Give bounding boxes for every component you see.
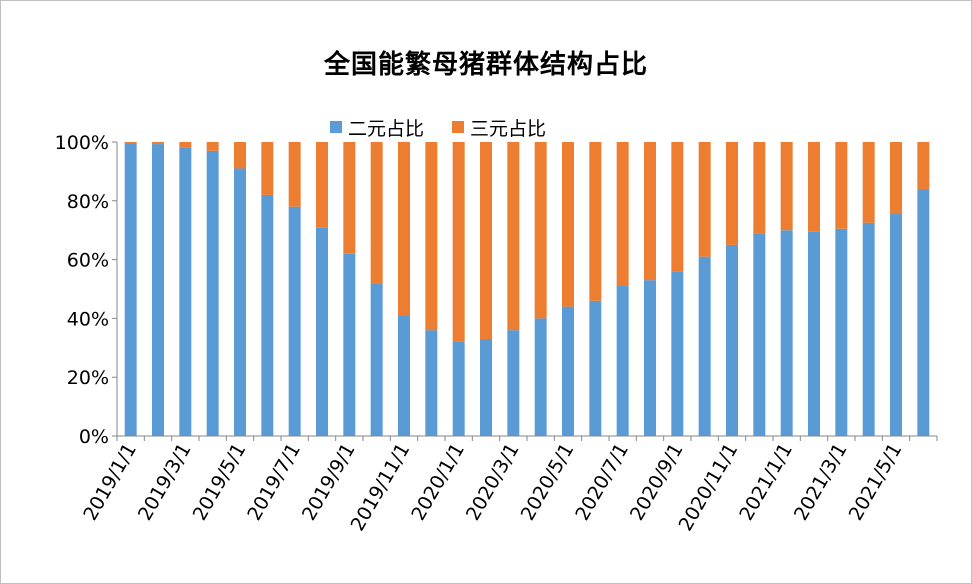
y-tick-label: 0%: [79, 426, 109, 448]
bar-series-1: [562, 306, 574, 436]
bar-series-2: [835, 142, 848, 229]
bar-series-1: [234, 168, 246, 436]
bar-series-2: [480, 142, 492, 339]
bar-series-1: [671, 271, 684, 436]
x-tick-label: 2020/9/1: [626, 440, 688, 525]
bar-series-1: [917, 189, 930, 436]
legend-label-series-1: 二元占比: [348, 117, 425, 140]
bar-series-2: [890, 142, 902, 215]
bar-series-2: [288, 142, 301, 207]
bar-series-2: [398, 142, 410, 316]
x-tick-label: 2021/5/1: [845, 440, 907, 525]
bar-series-1: [644, 280, 656, 436]
bar-series-2: [862, 142, 875, 223]
bar-series-1: [370, 283, 383, 436]
bar-series-2: [316, 142, 328, 228]
y-tick-label: 20%: [67, 367, 109, 389]
bar-series-2: [616, 142, 629, 287]
y-tick-label: 60%: [67, 250, 109, 272]
y-tick-label: 100%: [55, 132, 109, 154]
bar-series-1: [288, 206, 301, 436]
chart-title: 全国能繁母猪群体结构占比: [323, 50, 648, 80]
bar-series-1: [698, 256, 711, 436]
bar-series-2: [452, 142, 465, 342]
bar-series-1: [398, 315, 410, 436]
bar-series-2: [917, 142, 930, 190]
x-tick-label: 2021/1/1: [735, 440, 797, 525]
bar-series-1: [890, 214, 902, 436]
bar-series-1: [124, 143, 137, 436]
bar-series-2: [726, 142, 738, 245]
bar-series-1: [480, 338, 492, 436]
legend: 二元占比 三元占比: [330, 114, 574, 141]
bar-series-1: [780, 230, 793, 436]
legend-item-series-2: 三元占比: [452, 114, 546, 141]
bar-series-1: [316, 227, 328, 436]
bar-series-2: [343, 142, 356, 254]
x-tick-label: 2019/1/1: [79, 440, 141, 525]
x-tick-label: 2019/5/1: [189, 440, 251, 525]
bar-series-1: [808, 231, 820, 436]
bar-series-1: [616, 286, 629, 436]
bar-series-2: [152, 142, 164, 145]
x-tick-label: 2019/9/1: [298, 440, 360, 525]
bar-series-1: [862, 222, 875, 436]
legend-swatch-series-1: [330, 121, 342, 133]
bar-series-2: [753, 142, 766, 234]
bar-series-1: [726, 244, 738, 436]
bar-series-2: [698, 142, 711, 257]
x-tick-label: 2020/3/1: [462, 440, 524, 525]
bar-series-1: [425, 330, 438, 436]
bar-series-1: [343, 253, 356, 436]
bar-series-2: [808, 142, 820, 232]
bar-series-2: [589, 142, 602, 301]
legend-swatch-series-2: [452, 121, 465, 133]
bar-series-2: [370, 142, 383, 284]
bar-series-2: [124, 142, 137, 144]
bar-series-2: [507, 142, 520, 331]
x-tick-label: 2019/3/1: [134, 440, 196, 525]
bar-series-1: [589, 300, 602, 436]
x-tick-label: 2020/7/1: [571, 440, 633, 525]
x-tick-label: 2020/5/1: [517, 440, 579, 525]
bar-series-2: [179, 142, 192, 148]
x-tick-label: 2019/7/1: [243, 440, 305, 525]
bar-series-1: [261, 194, 274, 436]
y-tick-label: 40%: [67, 308, 109, 330]
bar-series-2: [671, 142, 684, 272]
bar-series-2: [780, 142, 793, 231]
legend-label-series-2: 三元占比: [470, 117, 547, 140]
bar-series-1: [507, 330, 520, 436]
bar-series-2: [261, 142, 274, 195]
bar-series-1: [152, 144, 164, 437]
bar-series-1: [534, 318, 547, 436]
bar-series-1: [452, 341, 465, 436]
legend-item-series-1: 二元占比: [330, 114, 424, 141]
bar-series-2: [644, 142, 656, 281]
bar-series-1: [753, 233, 766, 436]
bar-series-1: [835, 228, 848, 436]
bar-series-2: [534, 142, 547, 319]
bar-series-2: [206, 142, 219, 151]
x-tick-label: 2021/3/1: [790, 440, 852, 525]
bar-series-2: [234, 142, 246, 169]
bar-series-1: [179, 147, 192, 436]
bar-series-2: [425, 142, 438, 331]
x-tick-label: 2020/1/1: [407, 439, 469, 524]
bar-series-2: [562, 142, 574, 307]
y-tick-label: 80%: [67, 191, 109, 213]
bar-series-1: [206, 150, 219, 436]
